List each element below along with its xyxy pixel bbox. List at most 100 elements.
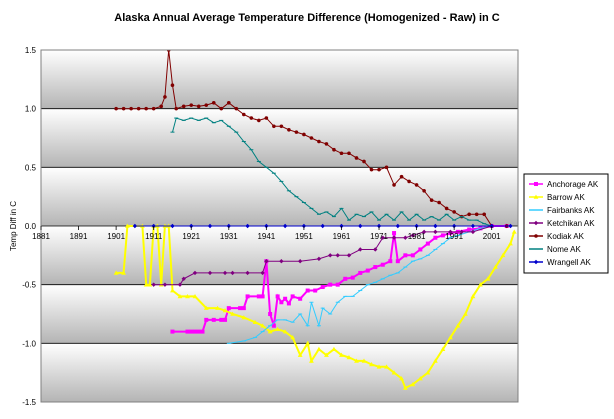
- x-tick-label: 1981: [408, 232, 426, 241]
- data-point-anchorage-ak: [245, 294, 250, 299]
- data-point-anchorage-ak: [238, 306, 243, 311]
- legend-item-wrangell-ak: Wrangell AK: [529, 258, 592, 267]
- data-point-barrow-ak: [440, 346, 446, 351]
- data-point-kodiak-ak: [294, 130, 299, 134]
- data-point-kodiak-ak: [437, 200, 441, 205]
- data-point-kodiak-ak: [181, 104, 186, 109]
- data-point-barrow-ak: [143, 282, 149, 287]
- data-point-anchorage-ak: [343, 276, 348, 281]
- data-point-barrow-ak: [170, 288, 175, 293]
- legend: Anchorage AK Barrow AK Fairbanks AK Ketchik…: [523, 173, 609, 274]
- data-point-kodiak-ak: [399, 174, 404, 179]
- data-point-barrow-ak: [508, 241, 513, 246]
- data-point-kodiak-ak: [211, 101, 216, 105]
- legend-label: Barrow AK: [547, 193, 585, 202]
- data-point-anchorage-ak: [335, 282, 340, 287]
- x-tick-label: 1961: [333, 232, 351, 241]
- data-point-barrow-ak: [222, 308, 228, 313]
- data-point-ketchikan-ak: [264, 259, 269, 264]
- data-point-barrow-ak: [282, 329, 288, 334]
- legend-item-ketchikan-ak: Ketchikan AK: [529, 219, 595, 228]
- data-point-wrangell-ak: [170, 223, 175, 229]
- data-point-ketchikan-ak: [245, 270, 250, 276]
- data-point-anchorage-ak: [200, 329, 205, 334]
- x-tick-label: 1901: [107, 232, 125, 241]
- legend-label: Kodiak AK: [547, 232, 585, 241]
- legend-label: Ketchikan AK: [547, 219, 595, 228]
- data-point-anchorage-ak: [268, 312, 273, 316]
- data-point-anchorage-ak: [403, 253, 408, 258]
- data-point-wrangell-ak: [207, 223, 213, 229]
- data-point-barrow-ak: [316, 346, 322, 351]
- series-anchorage-ak: [170, 224, 509, 334]
- data-point-ketchikan-ak: [391, 235, 397, 240]
- data-point-barrow-ak: [417, 376, 423, 381]
- data-point-kodiak-ak: [384, 165, 389, 170]
- data-point-ketchikan-ak: [373, 247, 378, 252]
- data-point-anchorage-ak: [196, 329, 201, 334]
- data-point-barrow-ak: [267, 329, 273, 334]
- data-point-barrow-ak: [376, 364, 382, 369]
- data-point-ketchikan-ak: [230, 270, 235, 276]
- data-point-ketchikan-ak: [279, 259, 284, 264]
- data-point-kodiak-ak: [159, 104, 163, 109]
- legend-item-kodiak-ak: Kodiak AK: [529, 232, 585, 241]
- data-point-anchorage-ak: [279, 300, 284, 305]
- data-point-kodiak-ak: [347, 151, 351, 156]
- y-tick-label: 0.0: [25, 222, 37, 231]
- data-point-anchorage-ak: [286, 301, 291, 306]
- data-point-anchorage-ak: [170, 329, 175, 334]
- x-tick-label: 1941: [257, 232, 275, 241]
- series-nome-ak: [170, 117, 509, 227]
- legend-item-fairbanks-ak: Fairbanks AK: [529, 206, 595, 215]
- data-point-kodiak-ak: [170, 83, 175, 87]
- x-tick-label: 1921: [182, 232, 200, 241]
- data-point-barrow-ak: [384, 364, 389, 369]
- data-point-kodiak-ak: [369, 167, 374, 172]
- data-point-anchorage-ak: [433, 235, 438, 240]
- series-group: [113, 50, 517, 390]
- data-point-anchorage-ak: [467, 227, 472, 232]
- data-point-barrow-ak: [391, 370, 397, 375]
- data-point-anchorage-ak: [418, 247, 423, 252]
- data-point-ketchikan-ak: [421, 229, 427, 235]
- x-tick-label: 1881: [32, 232, 50, 241]
- data-point-barrow-ak: [399, 376, 404, 381]
- data-point-anchorage-ak: [350, 275, 355, 280]
- data-point-kodiak-ak: [136, 106, 141, 111]
- data-point-kodiak-ak: [407, 179, 411, 184]
- data-point-ketchikan-ak: [151, 282, 156, 287]
- data-point-anchorage-ak: [219, 317, 224, 322]
- data-point-anchorage-ak: [305, 288, 310, 293]
- x-tick-label: 1911: [145, 232, 163, 241]
- data-point-kodiak-ak: [151, 106, 156, 111]
- data-point-barrow-ak: [121, 270, 127, 275]
- data-point-ketchikan-ak: [433, 229, 438, 235]
- data-point-kodiak-ak: [163, 95, 167, 99]
- data-point-barrow-ak: [410, 382, 416, 387]
- data-point-barrow-ak: [185, 294, 190, 299]
- data-point-anchorage-ak: [271, 323, 276, 328]
- data-point-barrow-ak: [215, 305, 220, 310]
- data-point-ketchikan-ak: [448, 229, 453, 235]
- data-point-ketchikan-ak: [328, 253, 333, 258]
- data-point-kodiak-ak: [272, 124, 276, 129]
- data-point-anchorage-ak: [365, 268, 370, 273]
- data-point-barrow-ak: [402, 385, 408, 390]
- data-point-kodiak-ak: [474, 212, 479, 217]
- data-point-kodiak-ak: [144, 106, 148, 111]
- legend-marker: [534, 234, 538, 238]
- data-point-barrow-ak: [124, 223, 130, 228]
- data-point-barrow-ak: [297, 352, 303, 357]
- y-tick-label: 1.5: [25, 46, 37, 55]
- data-point-ketchikan-ak: [403, 235, 408, 240]
- data-point-barrow-ak: [354, 358, 359, 363]
- data-point-kodiak-ak: [354, 156, 359, 160]
- data-point-anchorage-ak: [298, 296, 303, 301]
- legend-marker: [534, 182, 538, 186]
- legend-label: Fairbanks AK: [547, 206, 595, 215]
- data-point-anchorage-ak: [185, 329, 190, 334]
- data-point-ketchikan-ak: [181, 276, 186, 281]
- x-tick-label: 1931: [220, 232, 238, 241]
